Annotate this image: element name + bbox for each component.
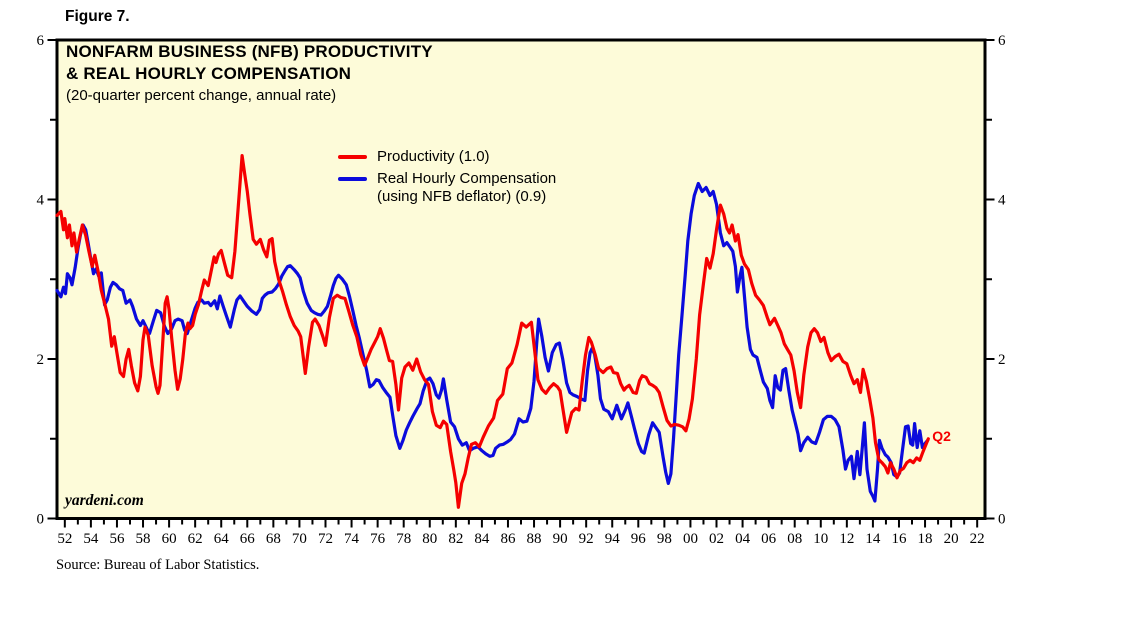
x-tick-label: 68 — [266, 531, 281, 547]
x-tick-label: 96 — [631, 531, 647, 547]
x-tick-label: 84 — [474, 531, 490, 547]
x-tick-label: 58 — [136, 531, 151, 547]
x-tick-label: 14 — [865, 531, 881, 547]
plot-area — [55, 38, 987, 520]
x-tick-label: 66 — [240, 531, 256, 547]
x-tick-label: 00 — [683, 531, 698, 547]
x-tick-label: 06 — [761, 531, 777, 547]
x-tick-label: 10 — [813, 531, 828, 547]
y-tick-label-left: 4 — [37, 193, 45, 209]
x-tick-label: 20 — [944, 531, 959, 547]
legend: Productivity (1.0) Real Hourly Compensat… — [338, 148, 556, 210]
compensation-line-swatch — [338, 176, 367, 181]
chart-title-block: NONFARM BUSINESS (NFB) PRODUCTIVITY & RE… — [66, 41, 433, 106]
y-tick-label-right: 6 — [998, 33, 1006, 49]
legend-label-compensation-line1: Real Hourly Compensation — [377, 169, 557, 187]
figure-label: Figure 7. — [65, 8, 130, 25]
source-note: Source: Bureau of Labor Statistics. — [56, 557, 260, 573]
x-tick-label: 92 — [579, 531, 594, 547]
x-tick-label: 12 — [839, 531, 854, 547]
x-tick-label: 82 — [448, 531, 463, 547]
compensation-line — [55, 181, 930, 503]
x-tick-label: 16 — [891, 531, 907, 547]
legend-label-compensation: Real Hourly Compensation (using NFB defl… — [377, 170, 556, 207]
x-tick-label: 56 — [109, 531, 125, 547]
x-tick-label: 74 — [344, 531, 360, 547]
productivity-line-swatch — [338, 155, 367, 159]
y-tick-label-right: 4 — [998, 193, 1006, 209]
x-tick-label: 54 — [83, 531, 99, 547]
latest-quarter-annotation: Q2 — [932, 428, 951, 445]
x-axis: 52 54 56 58 60 62 64 66 68 70 72 74 76 78 80 82 84 86 88 90… — [57, 520, 985, 547]
x-tick-label: 80 — [422, 531, 437, 547]
x-tick-label: 52 — [57, 531, 72, 547]
productivity-line — [55, 154, 930, 509]
x-tick-label: 76 — [370, 531, 386, 547]
y-tick-label-right: 2 — [998, 352, 1006, 368]
legend-item-productivity: Productivity (1.0) — [338, 148, 556, 167]
chart-title-line2: & REAL HOURLY COMPENSATION — [66, 63, 352, 83]
watermark: yardeni.com — [65, 492, 144, 509]
y-axis: 0 0 2 2 4 4 6 6 — [37, 33, 1007, 528]
y-tick-label-left: 2 — [37, 352, 45, 368]
x-tick-label: 64 — [214, 531, 230, 547]
x-tick-label: 70 — [292, 531, 307, 547]
x-tick-label: 02 — [709, 531, 724, 547]
x-tick-label: 78 — [396, 531, 411, 547]
y-tick-label-left: 6 — [37, 33, 45, 49]
x-tick-label: 18 — [918, 531, 933, 547]
x-tick-label: 62 — [188, 531, 203, 547]
legend-label-compensation-line2: (using NFB deflator) (0.9) — [377, 188, 547, 205]
x-tick-label: 90 — [553, 531, 568, 547]
chart-subtitle: (20-quarter percent change, annual rate) — [66, 87, 337, 104]
x-tick-label: 08 — [787, 531, 802, 547]
x-tick-label: 04 — [735, 531, 751, 547]
chart-title-line1: NONFARM BUSINESS (NFB) PRODUCTIVITY — [66, 42, 433, 61]
x-tick-label: 86 — [500, 531, 516, 547]
x-tick-label: 72 — [318, 531, 333, 547]
x-tick-label: 94 — [605, 531, 621, 547]
legend-label-productivity: Productivity (1.0) — [377, 148, 490, 165]
y-tick-label-right: 0 — [998, 512, 1006, 528]
y-tick-label-left: 0 — [37, 512, 45, 528]
x-tick-label: 88 — [527, 531, 542, 547]
x-tick-label: 98 — [657, 531, 672, 547]
legend-item-compensation: Real Hourly Compensation (using NFB defl… — [338, 170, 556, 207]
x-tick-label: 60 — [162, 531, 177, 547]
x-tick-label: 22 — [970, 531, 985, 547]
